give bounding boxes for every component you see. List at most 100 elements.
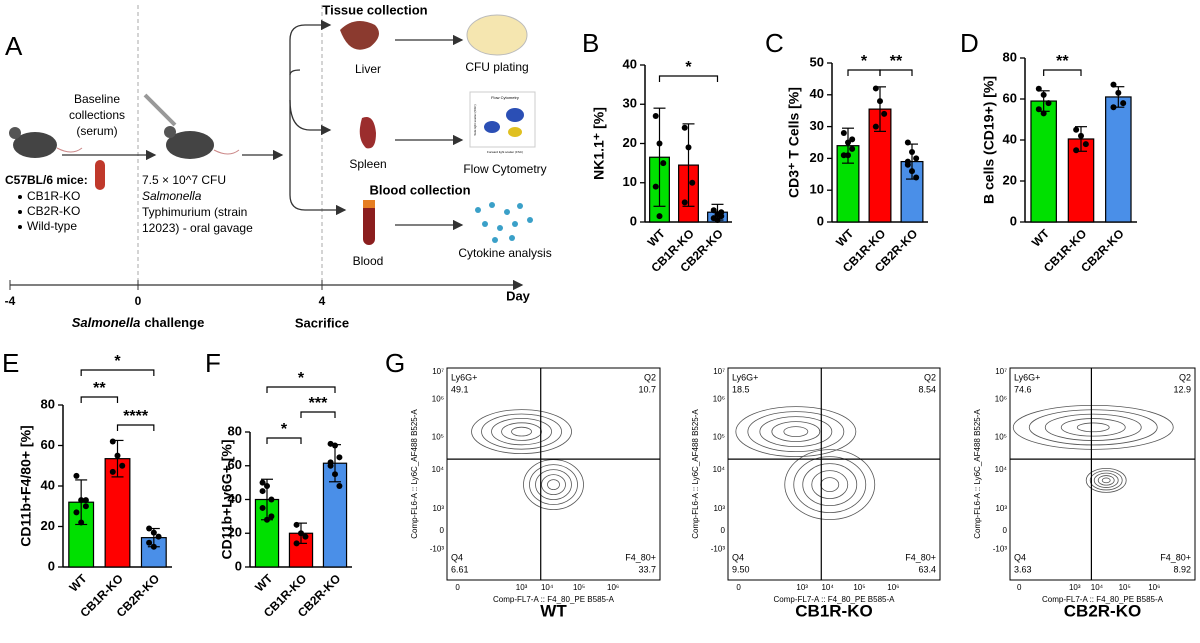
data-point (1082, 141, 1089, 148)
y-tick-label: 10³ (713, 504, 725, 513)
data-point (909, 168, 915, 175)
data-point (1040, 110, 1047, 117)
panel-label: F (205, 348, 221, 378)
significance-bracket (116, 424, 155, 431)
data-point (332, 471, 338, 478)
contour (802, 463, 858, 507)
y-tick-label: 0 (440, 526, 445, 535)
data-point (264, 516, 270, 523)
data-point (689, 179, 696, 186)
quadrant-text: F4_80+ (625, 552, 656, 562)
data-point (710, 207, 717, 214)
significance-bracket (266, 437, 302, 444)
contour (547, 479, 560, 491)
y-tick-label: 10⁶ (713, 395, 725, 404)
challenge-organism: Salmonella (72, 315, 141, 330)
data-point (119, 462, 126, 469)
data-point (913, 174, 920, 181)
y-axis-label: B cells (CD19+) [%] (981, 76, 997, 204)
quadrant-text: 74.6 (1014, 384, 1032, 394)
data-point (82, 503, 89, 510)
y-tick-label: 20 (623, 135, 637, 150)
contour (1076, 422, 1110, 433)
quadrant-text: F4_80+ (905, 552, 936, 562)
significance-label: ** (1056, 53, 1069, 70)
quadrant-text: 49.1 (451, 384, 469, 394)
y-tick-label: 40 (1003, 131, 1017, 146)
data-point (1120, 100, 1127, 107)
quadrant-text: 12.9 (1173, 384, 1191, 394)
plot-title: CB1R-KO (795, 601, 872, 620)
strain: Typhimurium (strain (142, 205, 247, 219)
data-point (681, 199, 688, 206)
y-tick-label: 0 (1003, 526, 1008, 535)
organ-label: Spleen (349, 157, 386, 171)
contour (811, 470, 849, 500)
y-tick-label: 40 (41, 477, 55, 492)
panel-label: A (5, 31, 23, 61)
x-tick-label: 10⁴ (821, 583, 834, 592)
contour (784, 449, 876, 521)
x-tick-label: 10³ (796, 583, 808, 592)
data-point (73, 509, 80, 516)
significance-bracket (266, 386, 336, 393)
plot-title: CB2R-KO (1064, 601, 1141, 620)
y-tick-label: 20 (1003, 172, 1017, 187)
y-tick-label: 10⁷ (713, 367, 725, 376)
data-point (264, 483, 270, 489)
mice-group: CB2R-KO (27, 204, 80, 218)
quadrant-text: F4_80+ (1160, 552, 1191, 562)
data-point (1045, 100, 1052, 107)
quadrant-text: Ly6G+ (451, 372, 477, 382)
x-tick-label: 10⁵ (853, 583, 865, 592)
data-point (109, 438, 116, 445)
timeline-tick: -4 (5, 294, 16, 308)
significance-bracket (300, 411, 336, 418)
method-label: CFU plating (465, 60, 528, 74)
x-tick-label: 10⁶ (887, 583, 899, 592)
data-point (1110, 104, 1117, 111)
data-point (259, 479, 266, 486)
data-point (82, 497, 89, 504)
x-tick-label: 0 (1017, 583, 1022, 592)
y-tick-label: 80 (228, 423, 242, 438)
data-point (845, 139, 851, 146)
mice-group: CB1R-KO (27, 189, 80, 203)
contour (793, 456, 867, 514)
data-point (293, 521, 300, 528)
data-point (1115, 89, 1122, 96)
x-axis-label: Comp-FL7-A :: F4_80_PE B585-A (774, 595, 896, 604)
contour (535, 469, 572, 501)
contour (491, 417, 552, 446)
strain: 12023) - oral gavage (142, 221, 253, 235)
method-label: Flow Cytometry (463, 162, 546, 176)
timeline-tick: 0 (135, 294, 142, 308)
data-point (872, 123, 879, 130)
significance-bracket (879, 69, 913, 76)
y-tick-label: 80 (1003, 49, 1017, 64)
data-point (849, 145, 856, 152)
data-point (656, 213, 663, 220)
data-point (293, 540, 300, 547)
contour (771, 421, 821, 443)
quadrant-text: Q4 (732, 552, 744, 562)
data-point (652, 113, 659, 120)
x-axis-label: Comp-FL7-A :: F4_80_PE B585-A (1042, 595, 1164, 604)
data-point (109, 468, 116, 475)
y-tick-label: 0 (235, 558, 242, 573)
quadrant-text: 8.54 (918, 384, 936, 394)
contour (511, 426, 532, 437)
x-tick-label: 10⁵ (1119, 583, 1131, 592)
y-tick-label: 20 (41, 518, 55, 533)
y-axis-label: CD3⁺ T Cells [%] (786, 87, 802, 198)
data-point (1073, 126, 1080, 133)
data-point (268, 513, 275, 520)
challenge-label: Salmonella challenge (72, 315, 205, 330)
data-point (845, 152, 851, 159)
timeline-tick: 4 (319, 294, 326, 308)
panel-a-graphics (9, 5, 536, 291)
baseline-text: (serum) (76, 124, 117, 138)
organ-label: Liver (355, 62, 381, 76)
data-point (150, 529, 157, 536)
